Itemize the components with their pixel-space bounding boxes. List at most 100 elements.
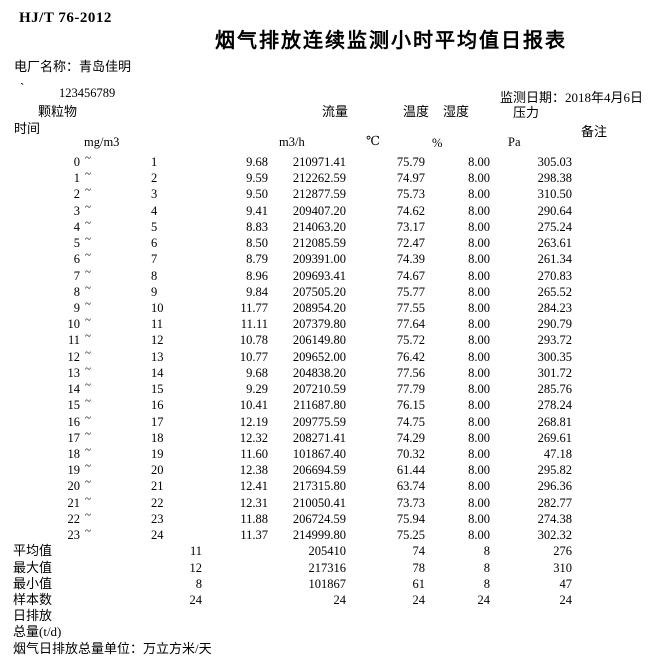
flow-value: 209775.59: [292, 414, 346, 429]
summary-pressure-value: 24: [559, 592, 573, 607]
summary-temperature-value: 24: [412, 592, 426, 607]
pressure-value: 290.79: [537, 317, 572, 332]
column-header-pressure: 压力: [513, 105, 540, 120]
pressure-value: 301.72: [537, 365, 572, 380]
humidity-value: 8.00: [468, 252, 490, 267]
tilde-separator: ~: [85, 346, 91, 359]
pm-value: 12.31: [239, 495, 268, 510]
summary-pressure-value: 310: [553, 560, 572, 575]
flow-value: 206724.59: [292, 511, 346, 526]
table-row: 23 ~ 24 11.37 214999.80 75.25 8.00 302.3…: [0, 525, 664, 544]
temperature-value: 75.94: [396, 511, 425, 526]
flow-value: 207379.80: [292, 317, 346, 332]
pressure-value: 270.83: [537, 268, 572, 283]
summary-humidity-value: 8: [483, 544, 490, 559]
pressure-value: 268.81: [537, 414, 572, 429]
table-row: 2 ~ 3 9.50 212877.59 75.73 8.00 310.50: [0, 184, 664, 203]
pm-value: 12.32: [239, 430, 268, 445]
hour-end: 10: [151, 300, 164, 315]
flow-value: 210971.41: [292, 155, 346, 169]
temperature-value: 75.72: [396, 333, 425, 348]
pm-value: 9.50: [246, 187, 268, 202]
table-row: 19 ~ 20 12.38 206694.59 61.44 8.00 295.8…: [0, 460, 664, 479]
hour-start: 6: [73, 252, 80, 267]
plant-name-label: 电厂名称：: [14, 59, 80, 74]
tilde-separator: ~: [85, 443, 91, 456]
hour-end: 14: [151, 365, 164, 380]
flow-value: 209693.41: [292, 268, 346, 283]
temperature-value: 73.73: [396, 495, 425, 510]
temperature-value: 74.75: [396, 414, 425, 429]
hour-end: 11: [151, 317, 164, 332]
column-header-humidity: 湿度: [443, 104, 470, 119]
tilde-separator: ~: [85, 314, 91, 327]
summary-label: 最大值: [13, 559, 53, 575]
hour-start: 0: [73, 155, 80, 169]
hour-start: 4: [73, 219, 80, 234]
temperature-value: 74.67: [396, 268, 425, 283]
table-row: 9 ~ 10 11.77 208954.20 77.55 8.00 284.23: [0, 298, 664, 317]
table-row: 10 ~ 11 11.11 207379.80 77.64 8.00 290.7…: [0, 314, 664, 333]
table-row: 7 ~ 8 8.96 209693.41 74.67 8.00 270.83: [0, 266, 664, 285]
footer-note-line: 总量(t/d): [13, 624, 62, 640]
humidity-value: 8.00: [468, 495, 490, 510]
pm-value: 8.83: [246, 219, 268, 234]
temperature-value: 77.55: [396, 300, 425, 315]
hour-start: 7: [73, 268, 80, 283]
column-header-temperature: 温度: [403, 104, 430, 119]
footer-note-line: 烟气日排放总量单位：万立方米/天: [13, 640, 212, 656]
pressure-value: 261.34: [537, 252, 572, 267]
tilde-separator: ~: [85, 460, 91, 473]
temperature-value: 72.47: [396, 236, 425, 251]
pressure-value: 290.64: [537, 203, 572, 218]
hour-start: 10: [67, 317, 81, 332]
flow-value: 101867.40: [292, 446, 346, 461]
hour-start: 3: [73, 203, 80, 218]
humidity-value: 8.00: [468, 430, 490, 445]
temperature-value: 75.77: [396, 284, 425, 299]
flow-value: 207505.20: [292, 284, 346, 299]
hour-end: 21: [151, 479, 164, 494]
summary-pm-value: 8: [195, 576, 202, 591]
hour-start: 14: [67, 382, 81, 397]
humidity-value: 8.00: [468, 333, 490, 348]
summary-flow-value: 205410: [308, 544, 347, 559]
flow-value: 209407.20: [292, 203, 346, 218]
pressure-value: 300.35: [537, 349, 572, 364]
table-row: 18 ~ 19 11.60 101867.40 70.32 8.00 47.18: [0, 444, 664, 463]
flow-value: 217315.80: [292, 479, 346, 494]
hour-end: 4: [151, 203, 158, 218]
unit-pm: mg/m3: [84, 135, 120, 149]
pm-value: 12.19: [239, 414, 268, 429]
temperature-value: 77.64: [396, 317, 425, 332]
hour-start: 1: [73, 171, 80, 186]
hour-start: 17: [67, 430, 81, 445]
hour-start: 12: [67, 349, 81, 364]
footer-note-line: 日排放: [13, 608, 53, 624]
flow-value: 212262.59: [292, 171, 346, 186]
temperature-value: 77.79: [396, 382, 425, 397]
flow-value: 214063.20: [292, 219, 346, 234]
hour-end: 24: [151, 528, 164, 543]
summary-pm-value: 12: [189, 560, 203, 575]
humidity-value: 8.00: [468, 398, 490, 413]
summary-flow-value: 217316: [308, 560, 347, 575]
table-row: 13 ~ 14 9.68 204838.20 77.56 8.00 301.72: [0, 363, 664, 382]
tilde-separator: ~: [85, 216, 91, 229]
pm-value: 10.41: [239, 398, 268, 413]
temperature-value: 75.79: [396, 155, 425, 169]
pressure-value: 274.38: [537, 511, 572, 526]
tilde-separator: ~: [85, 184, 91, 197]
summary-pm-value: 24: [189, 592, 203, 607]
report-title: 烟气排放连续监测小时平均值日报表: [215, 30, 567, 52]
summary-pressure-value: 276: [553, 544, 572, 559]
temperature-value: 74.29: [396, 430, 425, 445]
pressure-value: 293.72: [537, 333, 572, 348]
pm-value: 9.29: [246, 382, 268, 397]
pm-value: 9.84: [246, 284, 268, 299]
flow-value: 206149.80: [292, 333, 346, 348]
hour-end: 22: [151, 495, 164, 510]
humidity-value: 8.00: [468, 365, 490, 380]
monitoring-date: 监测日期：2018年4月6日: [500, 90, 644, 105]
